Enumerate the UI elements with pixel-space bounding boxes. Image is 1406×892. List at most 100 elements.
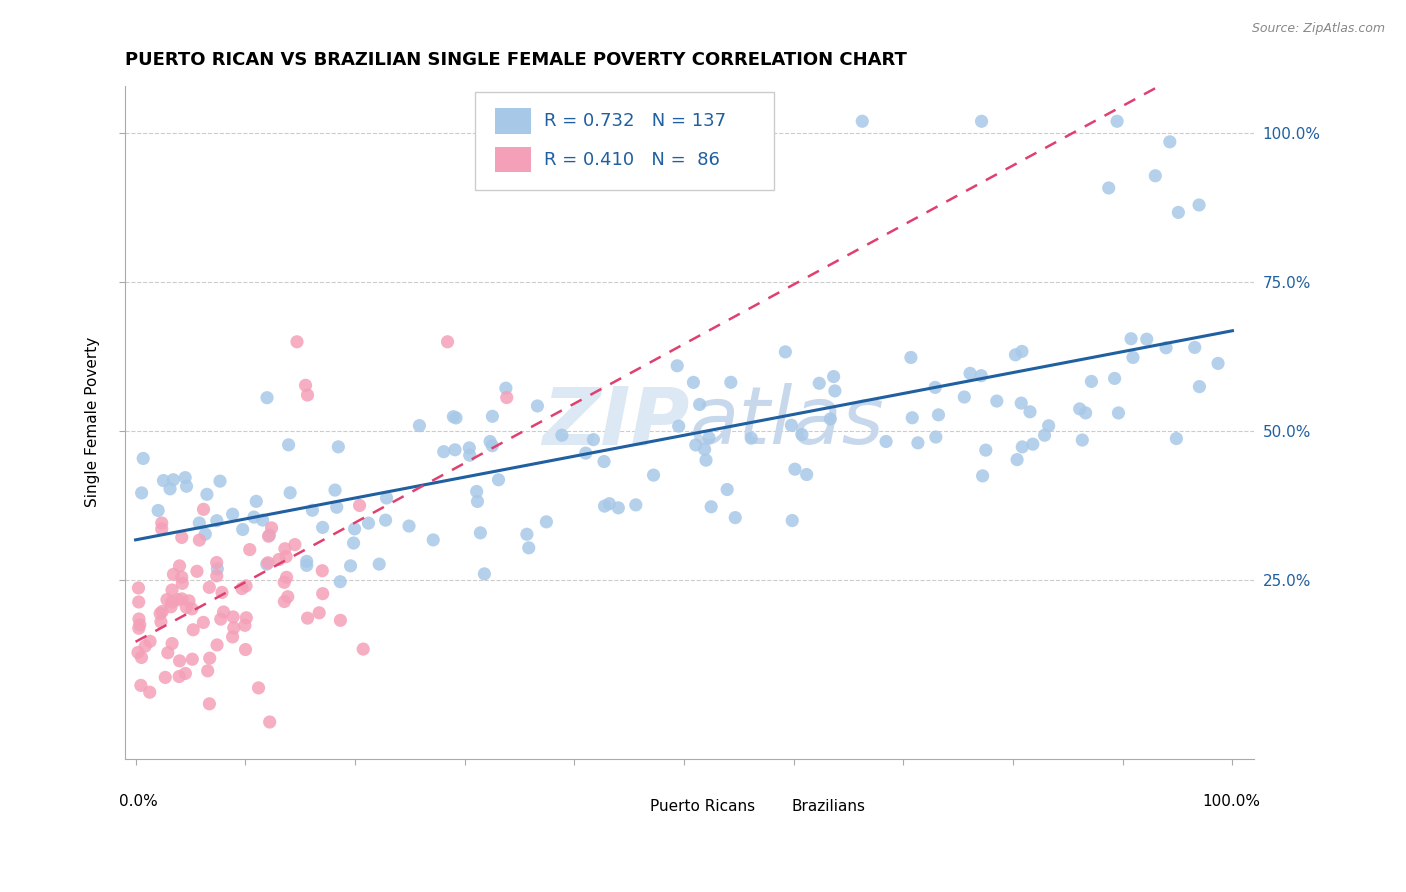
Point — [273, 575, 295, 590]
Point — [1107, 406, 1129, 420]
Point — [221, 507, 243, 521]
Point — [682, 376, 704, 390]
Point — [329, 574, 352, 589]
Point — [174, 470, 197, 484]
Point — [1098, 181, 1121, 195]
Point — [1122, 351, 1144, 365]
Point — [160, 582, 183, 597]
Point — [276, 570, 298, 584]
Point — [181, 652, 204, 666]
Point — [128, 595, 150, 609]
Point — [375, 491, 398, 505]
Point — [311, 564, 333, 578]
Point — [1188, 379, 1211, 393]
Point — [160, 599, 183, 614]
Point — [235, 642, 257, 657]
Point — [780, 418, 803, 433]
Point — [820, 412, 842, 426]
Point — [1159, 135, 1181, 149]
Point — [284, 538, 307, 552]
Point — [177, 594, 200, 608]
Point — [256, 557, 278, 571]
Point — [974, 443, 997, 458]
Point — [170, 530, 193, 544]
Point — [195, 487, 218, 501]
Point — [128, 621, 150, 635]
Point — [593, 499, 616, 513]
Point — [666, 359, 689, 373]
Point — [458, 441, 481, 455]
Point — [257, 556, 280, 570]
Point — [357, 516, 380, 530]
Point — [598, 497, 620, 511]
Point — [536, 515, 558, 529]
Point — [495, 391, 517, 405]
Point — [720, 376, 742, 390]
Point — [342, 536, 364, 550]
Point — [790, 427, 813, 442]
Point — [900, 351, 922, 365]
Point — [162, 567, 184, 582]
Point — [259, 528, 281, 542]
Point — [156, 646, 179, 660]
Point — [808, 376, 831, 391]
Point — [349, 499, 371, 513]
Point — [352, 642, 374, 657]
Point — [823, 369, 845, 384]
Text: 100.0%: 100.0% — [1202, 794, 1260, 809]
Point — [211, 585, 233, 599]
Point — [693, 442, 716, 457]
Point — [180, 602, 202, 616]
Text: Source: ZipAtlas.com: Source: ZipAtlas.com — [1251, 22, 1385, 36]
Point — [343, 522, 366, 536]
Point — [1184, 340, 1206, 354]
Point — [1166, 432, 1188, 446]
Bar — [495, 109, 531, 134]
Point — [198, 697, 221, 711]
Point — [127, 645, 149, 659]
Point — [128, 612, 150, 626]
Point — [131, 486, 153, 500]
Point — [181, 623, 204, 637]
Point — [695, 453, 717, 467]
Point — [1019, 405, 1042, 419]
Point — [233, 618, 256, 632]
Point — [444, 442, 467, 457]
Point — [169, 558, 191, 573]
Point — [169, 654, 191, 668]
Point — [643, 468, 665, 483]
Bar — [616, 797, 641, 814]
Point — [783, 462, 806, 476]
Point — [188, 533, 211, 547]
Point — [740, 431, 762, 445]
Point — [700, 500, 723, 514]
Point — [205, 514, 228, 528]
Point — [159, 482, 181, 496]
Point — [970, 368, 993, 383]
Point — [607, 500, 630, 515]
Point — [274, 549, 297, 564]
Point — [927, 408, 949, 422]
Point — [257, 529, 280, 543]
Point — [160, 636, 183, 650]
Point — [1022, 437, 1045, 451]
Point — [907, 435, 929, 450]
Point — [901, 410, 924, 425]
Point — [146, 503, 169, 517]
Point — [138, 685, 160, 699]
Point — [222, 610, 245, 624]
Point — [1074, 406, 1097, 420]
Point — [295, 558, 318, 573]
Text: atlas: atlas — [689, 384, 884, 461]
Point — [245, 494, 267, 508]
Point — [328, 440, 350, 454]
Point — [329, 613, 352, 627]
Point — [796, 467, 818, 482]
Point — [150, 516, 173, 530]
FancyBboxPatch shape — [475, 92, 775, 190]
Point — [481, 439, 503, 453]
Text: R = 0.732   N = 137: R = 0.732 N = 137 — [544, 112, 725, 130]
Point — [444, 410, 467, 425]
Point — [436, 334, 458, 349]
Point — [295, 554, 318, 568]
